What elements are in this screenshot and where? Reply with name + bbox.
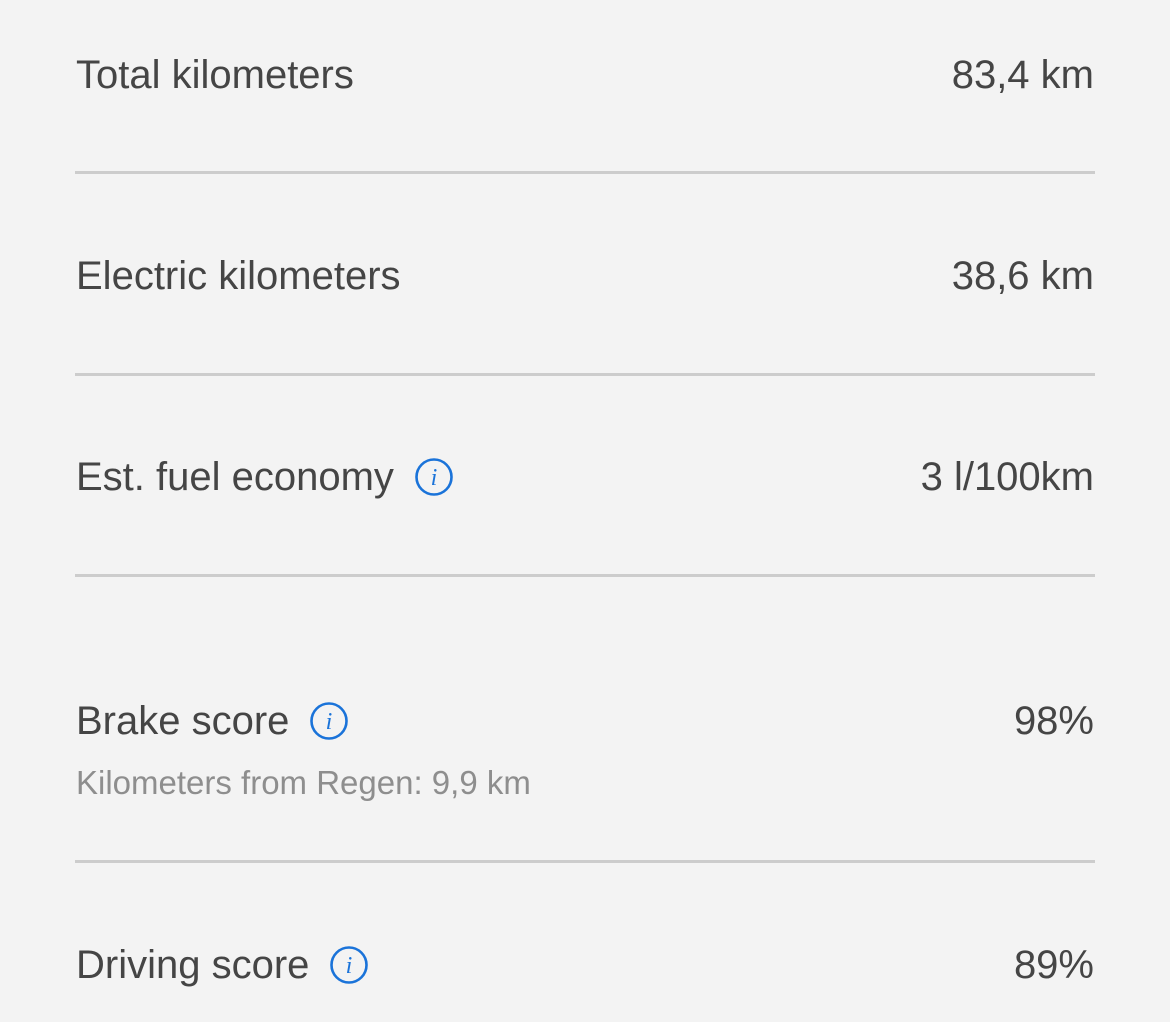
stat-label: Est. fuel economy: [76, 455, 394, 499]
stat-label: Driving score: [76, 943, 310, 987]
svg-text:i: i: [326, 709, 333, 735]
svg-text:i: i: [431, 465, 438, 491]
stat-value: 89%: [1013, 943, 1094, 987]
stat-label: Electric kilometers: [76, 254, 401, 298]
info-icon[interactable]: i: [415, 458, 453, 496]
divider: [75, 860, 1095, 863]
stat-row-driving-score: Driving score i 89%: [76, 941, 1094, 989]
stat-row-total-kilometers: Total kilometers 83,4 km: [76, 51, 1094, 99]
stat-value: 83,4 km: [951, 53, 1094, 97]
divider: [75, 574, 1095, 577]
svg-text:i: i: [346, 953, 353, 979]
stat-row-fuel-economy: Est. fuel economy i 3 l/100km: [76, 453, 1094, 501]
stat-row-electric-kilometers: Electric kilometers 38,6 km: [76, 252, 1094, 300]
divider: [75, 171, 1095, 174]
info-icon[interactable]: i: [330, 946, 369, 984]
stat-subtext: Kilometers from Regen: 9,9 km: [76, 764, 531, 801]
divider: [75, 373, 1095, 376]
stat-value: 3 l/100km: [920, 455, 1094, 499]
stat-value: 98%: [1013, 699, 1094, 743]
info-icon[interactable]: i: [310, 702, 349, 740]
stat-label: Total kilometers: [76, 53, 354, 97]
stat-value: 38,6 km: [951, 254, 1094, 298]
stat-row-brake-score: Brake score i 98% Kilometers from Regen:…: [76, 697, 1094, 807]
stat-label: Brake score: [76, 699, 290, 743]
